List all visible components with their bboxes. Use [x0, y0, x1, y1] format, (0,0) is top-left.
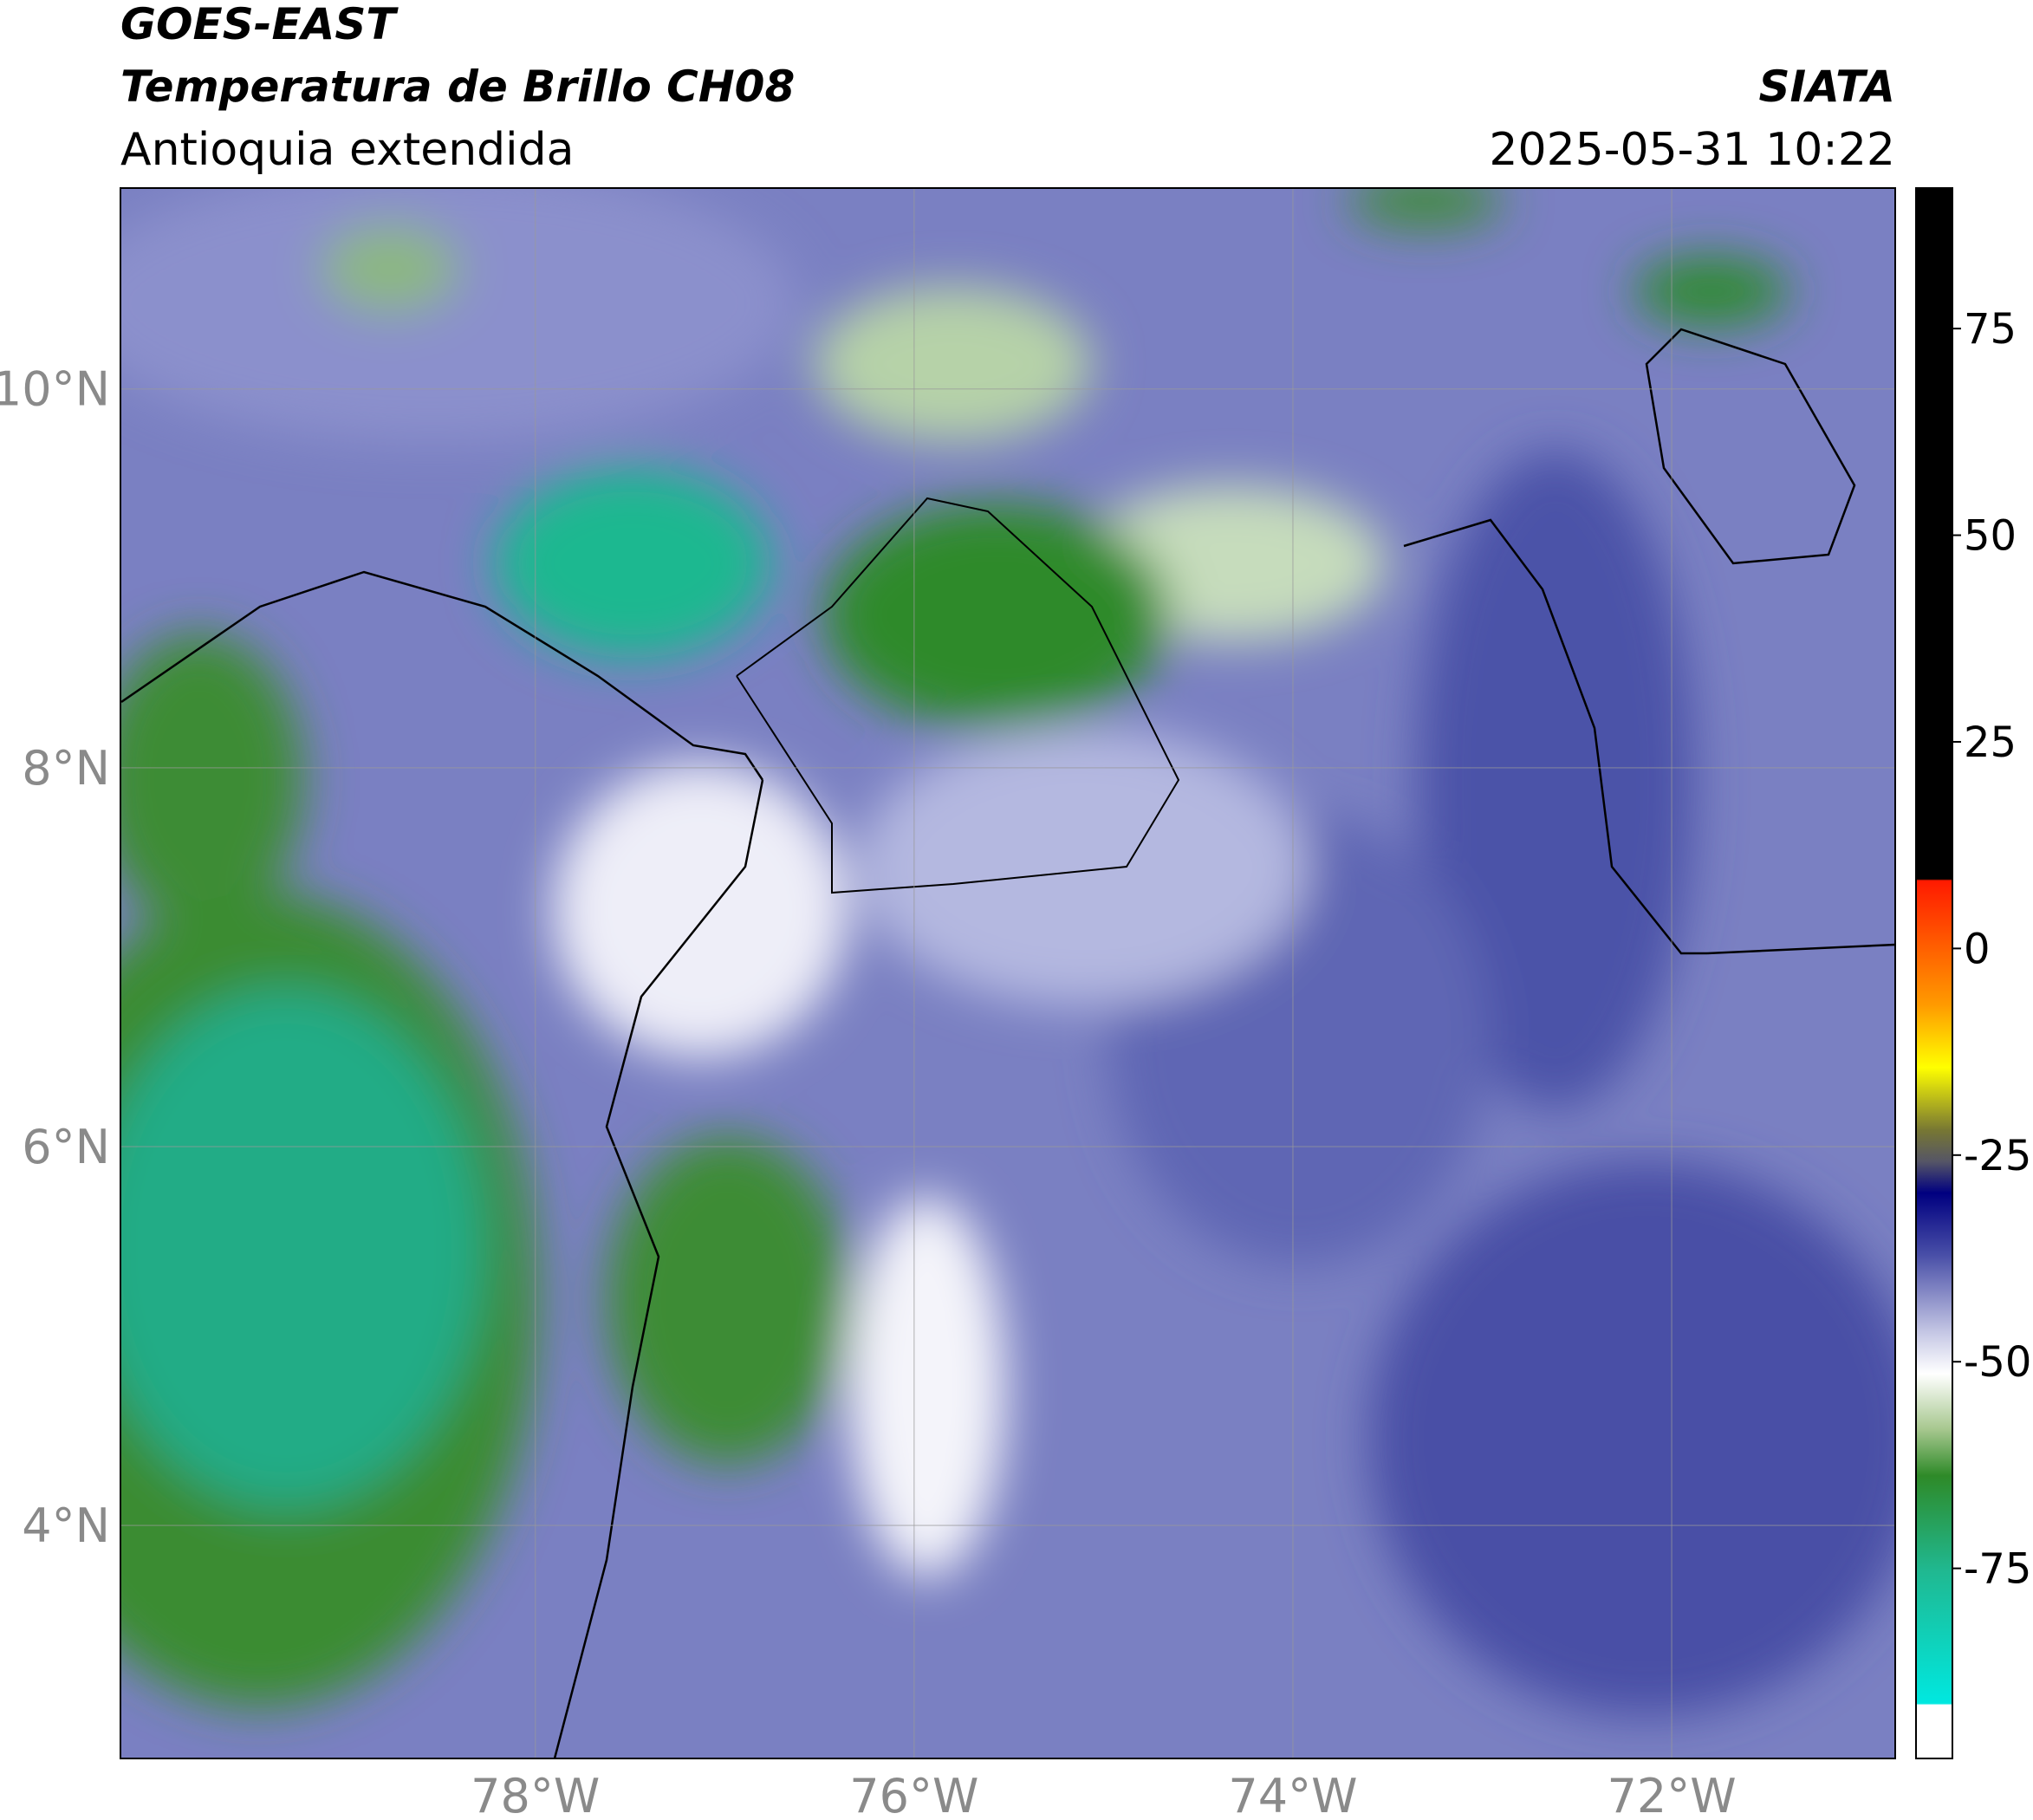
colorbar-tick-label: 25 — [1964, 718, 2017, 767]
map-frame — [120, 187, 1896, 1759]
source: SIATA — [1759, 62, 1895, 112]
title: GOES-EAST — [120, 0, 399, 49]
x-tick-label: 78°W — [471, 1769, 600, 1820]
x-tick-label: 74°W — [1228, 1769, 1357, 1820]
x-tick-label: 76°W — [849, 1769, 978, 1820]
y-tick-label: 10°N — [0, 362, 110, 417]
colorbar — [1915, 187, 1953, 1759]
region: Antioquia extendida — [120, 124, 575, 176]
y-tick-label: 8°N — [22, 741, 110, 796]
subtitle: Temperatura de Brillo CH08 — [120, 62, 795, 112]
colorbar-tick-label: -75 — [1964, 1545, 2031, 1594]
grid — [120, 188, 1895, 1758]
satellite-image — [120, 188, 1895, 1758]
y-tick-label: 4°N — [22, 1498, 110, 1553]
datetime: 2025-05-31 10:22 — [1489, 124, 1895, 176]
colorbar-tick-label: -25 — [1964, 1132, 2031, 1180]
y-tick-label: 6°N — [22, 1120, 110, 1174]
colorbar-tick-label: 75 — [1964, 305, 2017, 354]
colorbar-tick-label: -50 — [1964, 1338, 2031, 1387]
x-tick-label: 72°W — [1608, 1769, 1737, 1820]
colorbar-tick-label: 0 — [1964, 925, 1991, 973]
colorbar-tick-label: 50 — [1964, 512, 2017, 561]
